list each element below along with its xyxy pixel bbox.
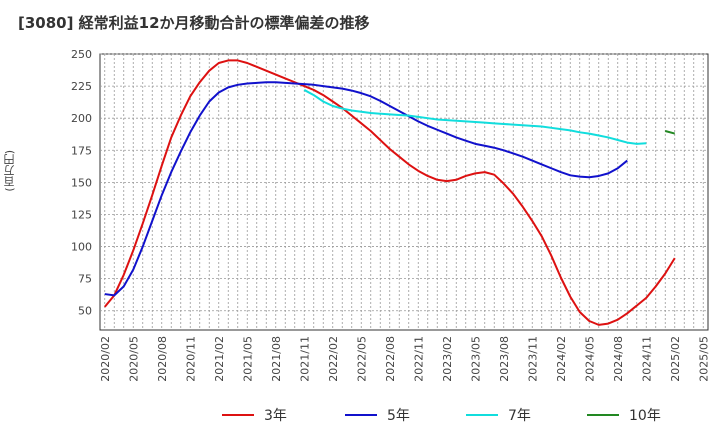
legend-swatch <box>222 414 254 416</box>
chart-title: [3080] 経常利益12か月移動合計の標準偏差の推移 <box>18 14 370 32</box>
x-tick-label: 2024/05 <box>583 336 596 382</box>
legend: 3年 5年 7年 10年 <box>0 402 720 428</box>
x-tick-label: 2022/02 <box>327 336 340 382</box>
legend-item: 10年 <box>587 402 661 428</box>
x-tick-label: 2021/11 <box>298 336 311 382</box>
x-tick-label: 2022/11 <box>412 336 425 382</box>
x-tick-label: 2022/08 <box>384 336 397 382</box>
x-tick-label: 2020/05 <box>127 336 140 382</box>
y-tick-label: 200 <box>71 112 92 125</box>
x-tick-label: 2025/05 <box>697 336 710 382</box>
x-tick-label: 2021/02 <box>213 336 226 382</box>
x-tick-label: 2023/08 <box>498 336 511 382</box>
x-tick-label: 2023/05 <box>469 336 482 382</box>
plot-area <box>99 53 709 331</box>
legend-label: 10年 <box>629 408 661 424</box>
legend-label: 3年 <box>264 408 287 424</box>
x-tick-label: 2024/02 <box>555 336 568 382</box>
y-tick-label: 100 <box>71 241 92 254</box>
x-tick-label: 2020/08 <box>156 336 169 382</box>
x-tick-labels: 2020/02 2020/05 2020/08 2020/11 2021/02 2021/… <box>99 336 711 382</box>
legend-item: 3年 <box>222 402 287 428</box>
series-line-5年 <box>104 81 628 297</box>
legend-swatch <box>466 414 498 416</box>
legend-item: 7年 <box>466 402 531 428</box>
legend-swatch <box>587 414 619 416</box>
legend-swatch <box>345 414 377 416</box>
x-tick-label: 2024/08 <box>612 336 625 382</box>
x-tick-label: 2025/02 <box>669 336 682 382</box>
x-tick-label: 2024/11 <box>640 336 653 382</box>
legend-label: 7年 <box>508 408 531 424</box>
x-tick-label: 2020/02 <box>99 336 112 382</box>
y-tick-label: 175 <box>71 144 92 157</box>
y-tick-label: 125 <box>71 208 92 221</box>
y-tick-label: 225 <box>71 80 92 93</box>
grid-lines <box>100 53 708 330</box>
series-lines <box>103 59 676 326</box>
legend-item: 5年 <box>345 402 410 428</box>
x-tick-label: 2021/05 <box>241 336 254 382</box>
legend-label: 5年 <box>387 408 410 424</box>
x-tick-label: 2022/05 <box>355 336 368 382</box>
y-tick-label: 150 <box>71 176 92 189</box>
x-tick-label: 2023/02 <box>441 336 454 382</box>
x-tick-label: 2023/11 <box>526 336 539 382</box>
x-tick-label: 2020/11 <box>184 336 197 382</box>
series-line-10年 <box>664 130 676 135</box>
series-line-7年 <box>303 89 647 145</box>
y-tick-labels: 50 75 100 125 150 175 200 225 250 <box>71 48 92 318</box>
y-tick-label: 250 <box>71 48 92 61</box>
series-line-3年 <box>103 59 676 326</box>
x-tick-label: 2021/08 <box>270 336 283 382</box>
y-tick-label: 75 <box>78 273 92 286</box>
y-tick-label: 50 <box>78 305 92 318</box>
